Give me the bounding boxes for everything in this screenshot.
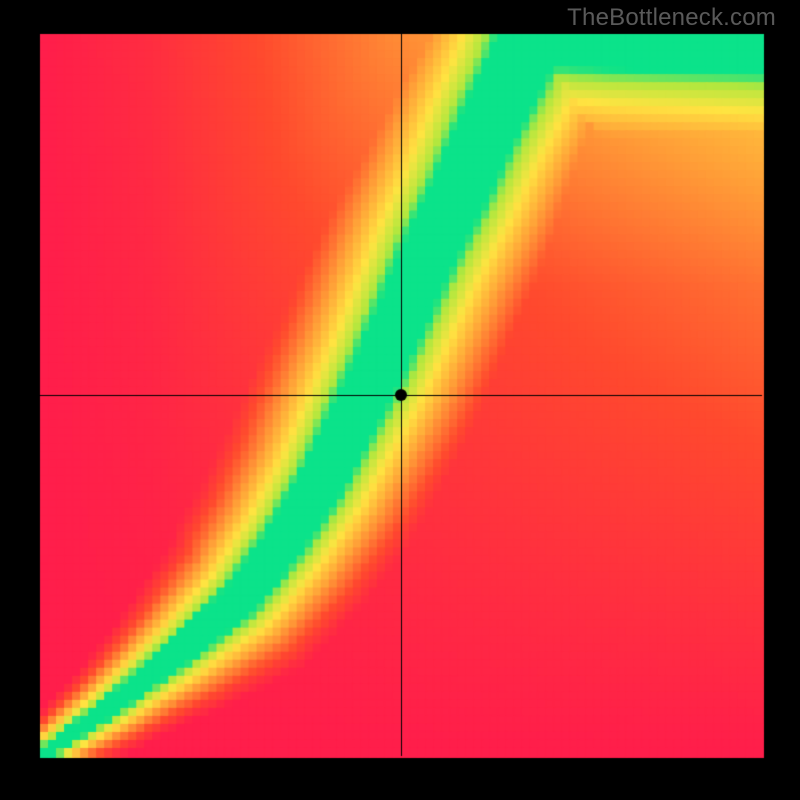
watermark-text: TheBottleneck.com (567, 4, 776, 32)
heatmap-canvas (0, 0, 800, 800)
root: TheBottleneck.com (0, 0, 800, 800)
